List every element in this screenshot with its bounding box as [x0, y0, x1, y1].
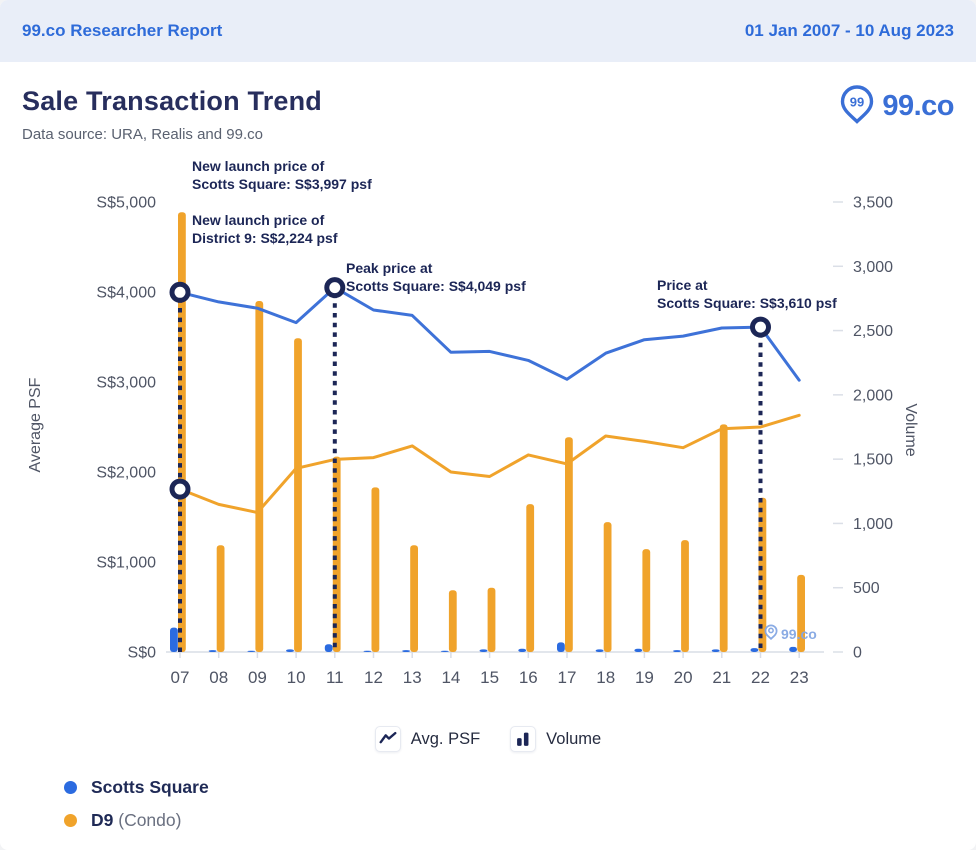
bar-chart-icon — [510, 726, 537, 752]
svg-text:2,000: 2,000 — [853, 387, 893, 404]
event-dotted-lines — [178, 293, 763, 652]
d9-condo-dot-icon — [64, 813, 77, 827]
legend-item-volume: Volume — [510, 726, 601, 752]
scotts-square-dot-icon — [64, 780, 77, 794]
svg-text:S$2,000: S$2,000 — [96, 465, 156, 482]
line-chart-icon — [374, 726, 401, 752]
brand-logo: 99 99.co — [839, 84, 954, 129]
series-type-legend: Avg. PSF Volume — [0, 726, 976, 752]
legend-label-avg-psf: Avg. PSF — [410, 729, 481, 748]
svg-text:1,000: 1,000 — [853, 516, 893, 533]
axes: 07 08 09 10 11 12 13 14 15 16 17 18 19 20 21 22 23 S$0 S$1… — [27, 195, 919, 688]
svg-text:16: 16 — [519, 668, 538, 687]
svg-text:23: 23 — [790, 668, 809, 687]
svg-text:10: 10 — [287, 668, 306, 687]
legend-suffix-condo: (Condo) — [113, 809, 182, 830]
svg-text:S$0: S$0 — [128, 645, 157, 662]
report-date-range: 01 Jan 2007 - 10 Aug 2023 — [744, 21, 954, 40]
annotation-price-scotts-2022: Price at Scotts Square: S$3,610 psf — [657, 277, 837, 311]
legend-item-d9-condo: D9 (Condo) — [64, 809, 209, 831]
report-header-title: 99.co Researcher Report — [22, 21, 223, 40]
svg-text:S$1,000: S$1,000 — [96, 555, 156, 572]
psf-lines — [178, 286, 801, 514]
svg-text:500: 500 — [853, 580, 880, 597]
annotation-new-launch-d9: New launch price of District 9: S$2,224 … — [192, 212, 338, 246]
watermark-pin-icon — [764, 624, 778, 643]
svg-text:S$4,000: S$4,000 — [96, 285, 156, 302]
annotation-peak-price-scotts: Peak price at Scotts Square: S$4,049 psf — [346, 260, 526, 294]
svg-text:20: 20 — [674, 668, 693, 687]
svg-text:3,500: 3,500 — [853, 195, 893, 212]
report-header-band: 99.co Researcher Report 01 Jan 2007 - 10… — [0, 0, 976, 62]
page-title: Sale Transaction Trend — [22, 86, 323, 116]
svg-text:17: 17 — [558, 668, 577, 687]
brand-logo-text: 99.co — [882, 90, 954, 122]
legend-name-scotts-square: Scotts Square — [91, 776, 209, 797]
svg-text:08: 08 — [209, 668, 228, 687]
svg-text:15: 15 — [480, 668, 499, 687]
legend-label-volume: Volume — [546, 729, 602, 748]
svg-text:Volume: Volume — [902, 403, 919, 456]
svg-text:09: 09 — [248, 668, 267, 687]
svg-text:22: 22 — [751, 668, 770, 687]
annotation-new-launch-scotts: New launch price of Scotts Square: S$3,9… — [192, 158, 372, 192]
svg-text:0: 0 — [853, 645, 862, 662]
legend-name-d9: D9 (Condo) — [91, 809, 182, 830]
svg-text:18: 18 — [596, 668, 615, 687]
svg-text:11: 11 — [326, 668, 344, 687]
location-pin-icon: 99 — [839, 84, 875, 129]
series-legend: Scotts Square D9 (Condo) — [64, 776, 209, 831]
svg-text:12: 12 — [364, 668, 383, 687]
svg-text:99: 99 — [850, 95, 864, 110]
legend-item-avg-psf: Avg. PSF — [374, 726, 481, 752]
svg-text:21: 21 — [712, 668, 731, 687]
svg-text:3,000: 3,000 — [853, 259, 893, 276]
svg-text:2,500: 2,500 — [853, 323, 893, 340]
watermark-text: 99.co — [781, 625, 817, 642]
svg-text:Average PSF: Average PSF — [27, 377, 44, 472]
svg-text:1,500: 1,500 — [853, 452, 893, 469]
sale-transaction-chart: 07 08 09 10 11 12 13 14 15 16 17 18 19 20 21 22 23 S$0 S$1… — [27, 195, 919, 688]
chart-watermark: 99.co — [764, 624, 817, 643]
data-source-subtitle: Data source: URA, Realis and 99.co — [22, 126, 263, 143]
svg-text:19: 19 — [635, 668, 654, 687]
svg-text:13: 13 — [403, 668, 422, 687]
chart-area: 07 08 09 10 11 12 13 14 15 16 17 18 19 20 21 22 23 S$0 S$1… — [0, 140, 976, 710]
event-markers — [169, 277, 771, 500]
svg-text:S$5,000: S$5,000 — [96, 195, 156, 212]
svg-text:S$3,000: S$3,000 — [96, 375, 156, 392]
legend-item-scotts-square: Scotts Square — [64, 776, 209, 798]
svg-text:07: 07 — [171, 668, 190, 687]
svg-text:14: 14 — [441, 668, 460, 687]
